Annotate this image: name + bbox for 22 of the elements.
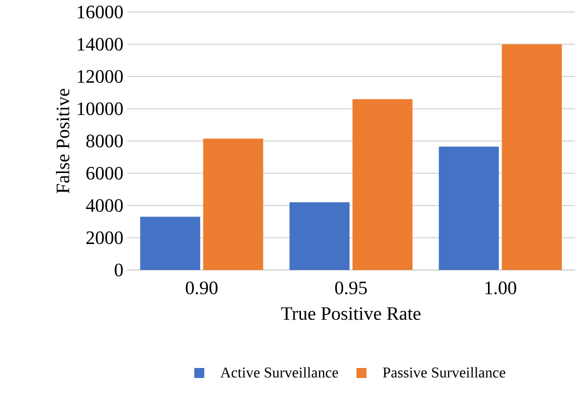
y-tick-label: 8000 — [86, 134, 123, 148]
y-tick-label: 2000 — [86, 231, 123, 244]
legend-label: Passive Surveillance — [382, 367, 506, 378]
legend-label: Active Surveillance — [220, 367, 338, 378]
y-tick-label: 12000 — [78, 70, 123, 83]
y-tick-label: 16000 — [78, 6, 123, 18]
bar — [502, 44, 562, 270]
y-tick-label: 6000 — [86, 166, 123, 180]
y-tick-label: 14000 — [78, 38, 123, 51]
y-tick-label: 10000 — [78, 102, 123, 116]
x-axis-title: True Positive Rate — [281, 307, 420, 320]
bar — [290, 202, 350, 270]
x-tick-label: 0.90 — [186, 282, 218, 294]
x-tick-label: 1.00 — [485, 282, 516, 294]
y-tick-label: 4000 — [86, 199, 123, 212]
bar — [140, 216, 200, 270]
bar — [438, 146, 499, 270]
y-axis-title: False Positive — [56, 88, 70, 194]
x-tick-label: 0.95 — [335, 282, 367, 294]
bar — [352, 99, 413, 270]
bar — [203, 138, 264, 270]
y-tick-label: 0 — [114, 264, 123, 276]
